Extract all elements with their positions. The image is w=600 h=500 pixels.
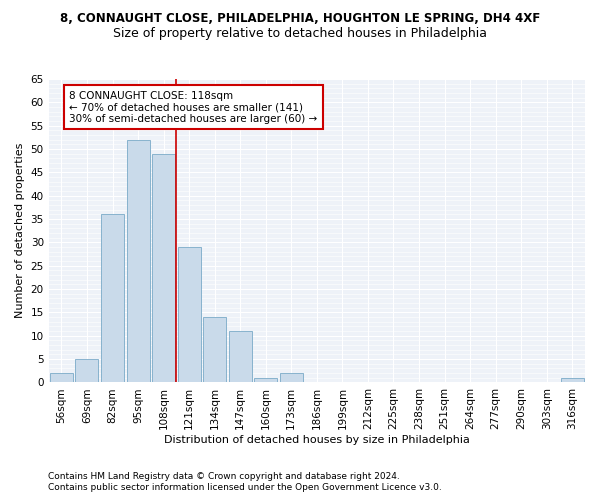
Bar (50, 373, 73, 382)
Bar (76, 359, 98, 382)
Text: 8 CONNAUGHT CLOSE: 118sqm
← 70% of detached houses are smaller (141)
30% of semi: 8 CONNAUGHT CLOSE: 118sqm ← 70% of detac… (69, 90, 317, 124)
Bar (203, 317, 226, 382)
Text: Size of property relative to detached houses in Philadelphia: Size of property relative to detached ho… (113, 28, 487, 40)
X-axis label: Distribution of detached houses by size in Philadelphia: Distribution of detached houses by size … (164, 435, 470, 445)
Bar (127, 140, 149, 382)
Bar (101, 214, 124, 382)
Text: Contains public sector information licensed under the Open Government Licence v3: Contains public sector information licen… (48, 484, 442, 492)
Bar (254, 378, 277, 382)
Text: Contains HM Land Registry data © Crown copyright and database right 2024.: Contains HM Land Registry data © Crown c… (48, 472, 400, 481)
Bar (561, 378, 584, 382)
Y-axis label: Number of detached properties: Number of detached properties (15, 143, 25, 318)
Text: 8, CONNAUGHT CLOSE, PHILADELPHIA, HOUGHTON LE SPRING, DH4 4XF: 8, CONNAUGHT CLOSE, PHILADELPHIA, HOUGHT… (60, 12, 540, 26)
Bar (280, 373, 303, 382)
Bar (152, 154, 175, 382)
Bar (178, 247, 200, 382)
Bar (229, 331, 252, 382)
